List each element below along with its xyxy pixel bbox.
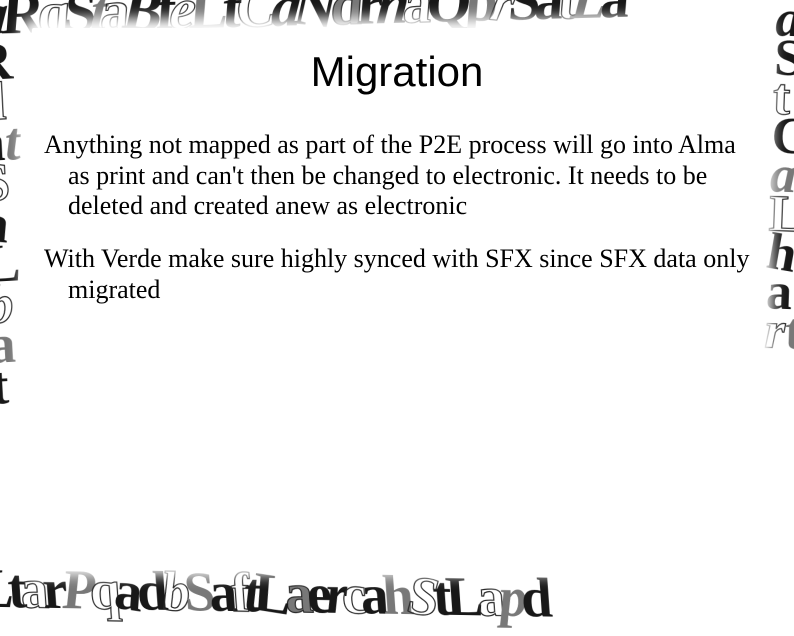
slide-title: Migration <box>44 48 750 96</box>
slide-content: Migration Anything not mapped as part of… <box>0 0 794 595</box>
paragraph-1: Anything not mapped as part of the P2E p… <box>44 130 750 222</box>
slide-body: Anything not mapped as part of the P2E p… <box>44 130 750 305</box>
paragraph-2: With Verde make sure highly synced with … <box>44 244 750 305</box>
